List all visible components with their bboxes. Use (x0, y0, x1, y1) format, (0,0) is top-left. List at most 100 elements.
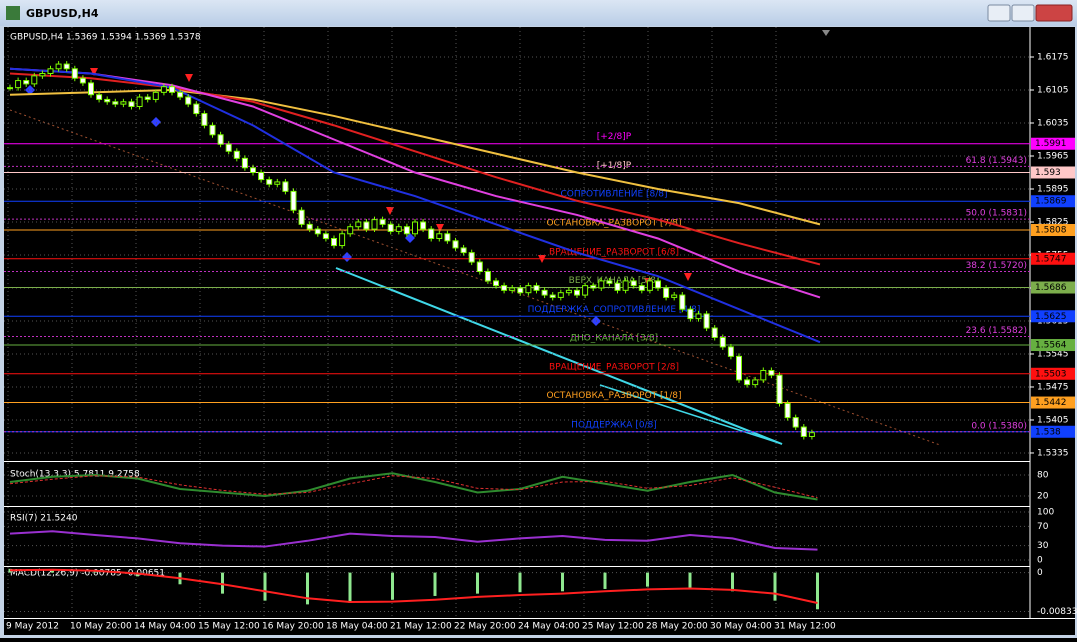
candle (169, 86, 175, 93)
candle (177, 91, 184, 98)
candle (452, 240, 459, 249)
indicator-name: RSI(7) 21.5240 (10, 514, 78, 524)
level-price: 1.5625 (1035, 312, 1067, 322)
candle (655, 280, 661, 289)
candle (509, 287, 516, 291)
level-label: ПОДДЕРЖКА [0/8] (571, 420, 657, 430)
time-label: 15 May 12:00 (198, 622, 260, 632)
candle (322, 233, 329, 239)
channel-line (599, 384, 783, 445)
time-label: 31 May 12:00 (774, 622, 836, 632)
candle (679, 294, 686, 310)
level-price: 1.5503 (1035, 369, 1067, 379)
candle (217, 134, 224, 145)
price-tick-label: 1.6035 (1037, 118, 1069, 128)
level-price: 1.593 (1035, 168, 1061, 178)
candle (241, 157, 248, 169)
level-price: 1.538 (1035, 427, 1061, 437)
candle (339, 233, 346, 247)
candle (800, 426, 807, 437)
level-price-box (1031, 425, 1075, 438)
candle (565, 289, 572, 294)
candle (727, 346, 734, 357)
candle (201, 113, 208, 126)
candle (152, 91, 159, 100)
minimize-button[interactable] (987, 4, 1011, 22)
candle (776, 374, 783, 404)
candle (71, 68, 78, 79)
fibo-label: 38.2 (1.5720) (966, 261, 1027, 271)
candle (695, 313, 702, 320)
candle (266, 179, 273, 185)
fibo-label: 23.6 (1.5582) (966, 326, 1027, 336)
level-label: СОПРОТИВЛЕНИЕ [8/8] (560, 190, 667, 200)
candle (128, 101, 135, 107)
candle (79, 77, 86, 84)
price-tick-label: 1.5545 (1037, 349, 1069, 359)
candle (258, 171, 265, 181)
level-label: ОСТАНОВКА_РАЗВОРОТ [1/8] (546, 391, 681, 401)
window-icon (6, 6, 20, 20)
candle (104, 98, 111, 103)
candle (428, 228, 435, 239)
indicator-tick-label: 100 (1037, 508, 1054, 518)
level-price: 1.5686 (1035, 283, 1067, 293)
level-label: ВРАЩЕНИЕ_РАЗВОРОТ [2/8] (549, 362, 679, 372)
time-label: 24 May 04:00 (518, 622, 580, 632)
level-price-box (1031, 310, 1075, 323)
candle (225, 143, 232, 152)
time-label: 22 May 20:00 (454, 622, 516, 632)
chart-area (4, 27, 1075, 635)
title-bar (0, 0, 1077, 26)
price-tick-label: 1.6175 (1037, 53, 1069, 63)
indicator-tick-label: 70 (1037, 522, 1049, 532)
candle (638, 285, 645, 291)
candle (517, 287, 524, 294)
time-label: 30 May 04:00 (710, 622, 772, 632)
candle (63, 63, 70, 70)
candle (630, 280, 637, 287)
candle (403, 226, 410, 235)
time-label: 18 May 04:00 (326, 622, 388, 632)
fibo-label: 50.0 (1.5831) (966, 209, 1027, 219)
candle (646, 280, 653, 291)
candle (744, 379, 751, 386)
candle (614, 282, 621, 291)
candle (703, 313, 710, 329)
candle (752, 379, 759, 386)
indicator-tick-label: 0 (1037, 556, 1043, 566)
channel-line (335, 267, 783, 445)
level-price-box (1031, 252, 1075, 265)
moving-average (9, 72, 821, 266)
level-price-box (1031, 281, 1075, 294)
candle (274, 181, 281, 185)
candle (420, 221, 427, 230)
indicator-tick-label: -0.00833 (1037, 607, 1077, 617)
candle (476, 261, 483, 272)
sell-arrows (90, 68, 692, 286)
candle (314, 228, 321, 235)
chart-header: GBPUSD,H4 1.5369 1.5394 1.5369 1.5378 (10, 33, 201, 43)
candle (501, 285, 508, 291)
restore-button[interactable] (1011, 4, 1035, 22)
candle (622, 280, 629, 291)
candle (160, 86, 167, 93)
candle (112, 101, 119, 105)
candle (96, 94, 103, 100)
price-tick-label: 1.5825 (1037, 217, 1069, 227)
candle (347, 226, 354, 235)
close-button[interactable] (1035, 4, 1073, 22)
candle (209, 124, 216, 136)
level-price-box (1031, 396, 1075, 409)
candle (808, 432, 815, 437)
price-tick-label: 1.5895 (1037, 184, 1069, 194)
candle (533, 285, 540, 291)
indicator-line (9, 530, 818, 551)
moving-average (9, 67, 821, 344)
chart-shift-marker (822, 30, 830, 36)
candle (719, 336, 726, 348)
candle (663, 287, 670, 298)
candle (484, 270, 491, 282)
candle (298, 209, 305, 225)
time-label: 14 May 04:00 (134, 622, 196, 632)
